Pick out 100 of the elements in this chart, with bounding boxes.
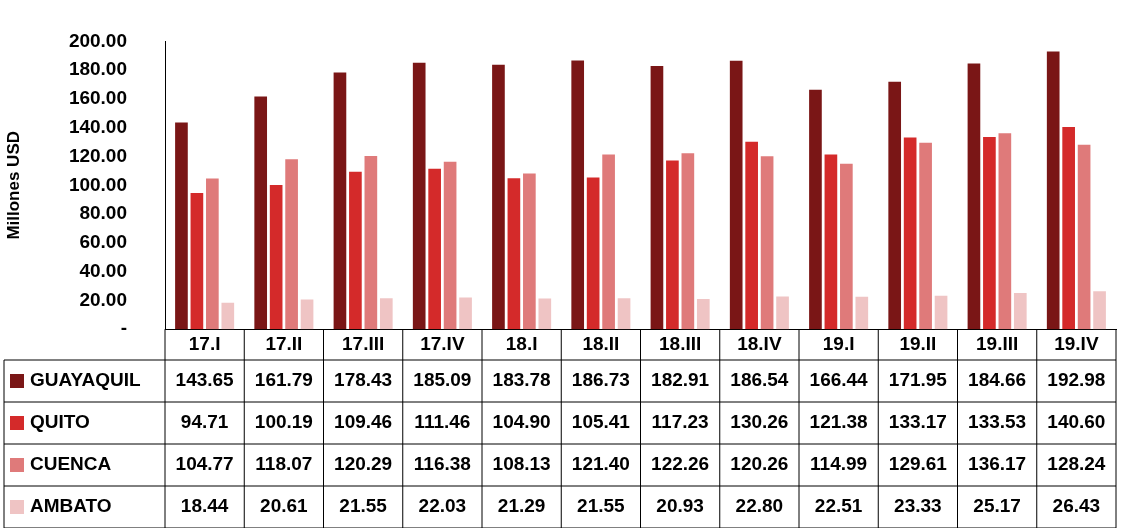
y-tick-label: 100.00 [68, 173, 127, 195]
bar [602, 154, 615, 330]
data-label: 128.24 [1047, 453, 1106, 475]
x-tick-label: 18.II [582, 332, 620, 354]
bar [412, 62, 426, 330]
bar [190, 192, 204, 330]
bar [919, 142, 932, 330]
bar [888, 81, 902, 330]
bar [285, 159, 298, 330]
data-label: 21.55 [339, 495, 388, 517]
y-tick-label: 80.00 [79, 202, 127, 224]
legend-label: GUAYAQUIL [30, 369, 141, 391]
data-label: 185.09 [413, 369, 472, 391]
bar [998, 133, 1012, 330]
data-label: 18.44 [180, 495, 229, 517]
data-label: 22.03 [418, 495, 467, 517]
bar [254, 96, 268, 330]
data-label: 161.79 [254, 369, 313, 391]
y-tick-label: 120.00 [68, 144, 127, 166]
x-tick-label: 19.III [976, 332, 1019, 354]
bar [1093, 291, 1106, 330]
data-label: 114.99 [810, 453, 868, 475]
y-tick-label: - [120, 317, 127, 339]
data-label: 183.78 [492, 369, 551, 391]
bar [840, 163, 853, 330]
data-label: 20.93 [656, 495, 704, 517]
bar [1046, 51, 1060, 330]
bar [571, 60, 585, 330]
data-label: 104.90 [492, 411, 551, 433]
data-label: 100.19 [254, 411, 313, 433]
data-label: 108.13 [492, 453, 551, 475]
bar [269, 185, 283, 330]
data-label: 118.07 [255, 453, 313, 475]
bar [824, 154, 838, 330]
y-tick-label: 60.00 [79, 231, 127, 253]
x-tick-label: 17.IV [420, 332, 465, 354]
data-label: 21.29 [497, 495, 546, 517]
bar [221, 302, 235, 330]
data-label: 26.43 [1052, 495, 1101, 517]
data-label: 22.51 [814, 495, 863, 517]
data-label: 130.26 [730, 411, 789, 433]
y-tick-label: 140.00 [68, 115, 127, 137]
bar [745, 141, 758, 330]
data-label: 21.55 [577, 495, 626, 517]
data-label: 184.66 [968, 369, 1027, 391]
bar [666, 160, 679, 330]
data-label: 182.91 [651, 369, 710, 391]
bar [903, 137, 917, 330]
x-tick-label: 17.I [188, 332, 221, 354]
data-label: 136.17 [968, 453, 1027, 475]
data-label: 121.38 [809, 411, 868, 433]
data-label: 121.40 [571, 453, 630, 475]
legend-label: AMBATO [30, 495, 112, 517]
x-tick-label: 19.I [822, 332, 855, 354]
data-label: 94.71 [180, 411, 229, 433]
data-label: 178.43 [334, 369, 393, 391]
bar [809, 89, 822, 330]
data-label: 20.61 [260, 495, 309, 517]
bar [300, 299, 314, 330]
data-label: 133.53 [968, 411, 1027, 433]
bar [333, 72, 347, 330]
x-tick-label: 19.IV [1054, 332, 1099, 354]
data-label: 116.38 [413, 453, 471, 475]
bar [428, 168, 441, 330]
x-tick-label: 18.IV [737, 332, 782, 354]
data-label: 22.80 [735, 495, 784, 517]
bar [934, 295, 948, 330]
bar [696, 299, 710, 330]
bar [206, 178, 219, 330]
x-tick-label: 17.III [342, 332, 385, 354]
data-label: 129.61 [888, 453, 948, 475]
bar [364, 156, 378, 330]
data-label: 111.46 [414, 411, 471, 433]
bar [1062, 126, 1075, 330]
data-label: 105.41 [571, 411, 631, 433]
y-tick-label: 180.00 [68, 58, 127, 80]
bar [617, 298, 631, 330]
bar [760, 156, 774, 330]
data-label: 143.65 [175, 369, 235, 391]
bar [776, 296, 789, 330]
data-label: 166.44 [809, 369, 869, 391]
bar [650, 65, 664, 330]
data-label: 186.54 [730, 369, 789, 391]
legend-label: QUITO [30, 411, 90, 433]
data-label: 140.60 [1047, 411, 1106, 433]
bar [507, 178, 521, 330]
data-label: 23.33 [894, 495, 942, 517]
x-tick-label: 18.I [505, 332, 538, 354]
bar [523, 173, 536, 330]
bar [1077, 144, 1091, 330]
bar [349, 171, 362, 330]
bar [855, 296, 869, 330]
y-tick-label: 40.00 [79, 259, 127, 281]
data-label: 25.17 [973, 495, 1021, 517]
data-label: 120.26 [730, 453, 789, 475]
y-tick-label: 160.00 [68, 87, 127, 109]
x-tick-label: 17.II [265, 332, 303, 354]
bar [492, 64, 505, 330]
bar [459, 297, 472, 330]
data-label: 171.95 [888, 369, 948, 391]
